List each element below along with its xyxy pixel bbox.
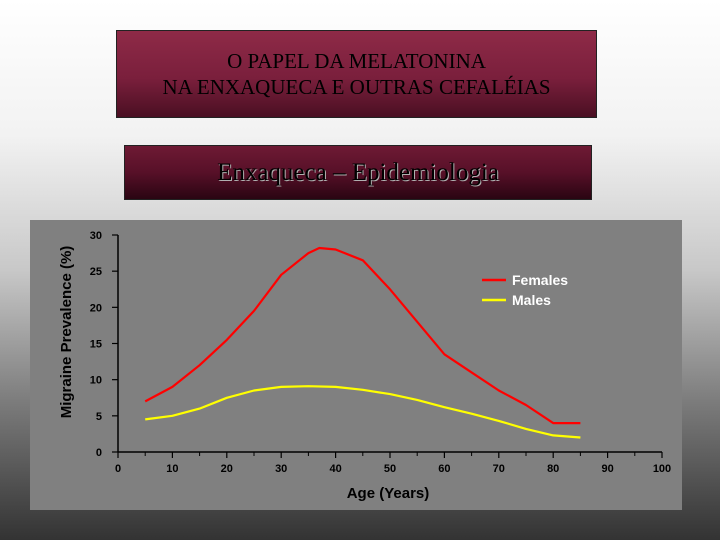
y-tick-label: 0 <box>96 447 102 459</box>
x-tick-label: 50 <box>384 463 396 475</box>
chart-legend: Females Males <box>482 272 568 308</box>
chart-lines <box>144 246 581 439</box>
y-tick-label: 25 <box>90 266 102 278</box>
y-tick-label: 5 <box>96 411 102 423</box>
series-line-males <box>145 385 581 439</box>
x-tick-label: 60 <box>438 463 450 475</box>
slide-title-box: O PAPEL DA MELATONINA NA ENXAQUECA E OUT… <box>116 30 597 118</box>
x-tick-label: 30 <box>275 463 287 475</box>
chart-axes: 0 5 10 15 20 25 30 0 10 20 30 40 50 60 70 80 90 100 <box>90 230 671 475</box>
slide-title-line2: NA ENXAQUECA E OUTRAS CEFALÉIAS <box>162 75 551 99</box>
x-tick-label: 0 <box>115 463 121 475</box>
y-tick-label: 30 <box>90 230 102 242</box>
slide-subtitle-box: Enxaqueca – Epidemiologia <box>124 145 592 200</box>
slide-subtitle: Enxaqueca – Epidemiologia <box>217 158 499 186</box>
x-tick-label: 90 <box>601 463 613 475</box>
x-tick-label: 20 <box>221 463 233 475</box>
x-tick-label: 100 <box>653 463 671 475</box>
x-tick-label: 40 <box>329 463 341 475</box>
x-tick-label: 80 <box>547 463 559 475</box>
series-line-females <box>144 246 581 425</box>
legend-label-males: Males <box>512 292 551 308</box>
legend-label-females: Females <box>512 272 568 288</box>
prevalence-chart: 0 5 10 15 20 25 30 0 10 20 30 40 50 60 70 80 90 100 Femal… <box>58 230 671 502</box>
y-tick-label: 20 <box>90 302 102 314</box>
slide-title-line1: O PAPEL DA MELATONINA <box>227 49 486 73</box>
y-tick-label: 10 <box>90 375 102 387</box>
y-axis-label: Migraine Prevalence (%) <box>58 246 75 419</box>
x-axis-label: Age (Years) <box>347 485 430 502</box>
y-tick-label: 15 <box>90 339 102 351</box>
x-tick-label: 70 <box>493 463 505 475</box>
chart-panel: 0 5 10 15 20 25 30 0 10 20 30 40 50 60 70 80 90 100 Femal… <box>30 220 682 510</box>
x-tick-label: 10 <box>166 463 178 475</box>
